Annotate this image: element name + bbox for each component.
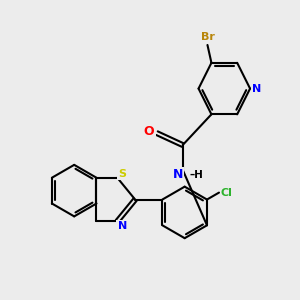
Text: N: N [118,221,127,231]
Text: Cl: Cl [221,188,233,198]
Text: S: S [118,169,126,179]
Text: O: O [144,125,154,138]
Text: –H: –H [190,170,203,180]
Text: Br: Br [200,32,214,42]
Text: N: N [172,168,183,181]
Text: N: N [252,84,262,94]
